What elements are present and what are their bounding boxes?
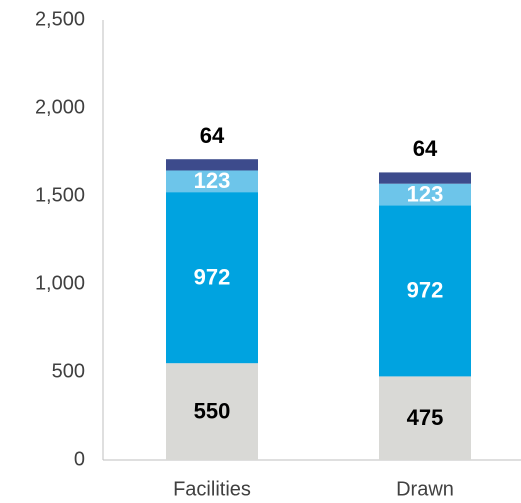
data-label: 64 xyxy=(413,136,438,161)
bar-segment xyxy=(166,159,258,171)
data-label: 64 xyxy=(200,123,225,148)
y-tick-label: 0 xyxy=(74,448,85,470)
data-label: 972 xyxy=(194,264,231,289)
y-tick-label: 1,500 xyxy=(35,184,85,206)
bar-segment xyxy=(379,205,471,377)
y-tick-label: 2,500 xyxy=(35,8,85,30)
bar-segment xyxy=(379,172,471,184)
bar-segment xyxy=(166,363,258,460)
x-tick-label: Drawn xyxy=(396,478,454,500)
data-label: 972 xyxy=(407,278,444,303)
data-label: 123 xyxy=(194,168,231,193)
y-tick-label: 500 xyxy=(52,360,85,382)
y-tick-label: 1,000 xyxy=(35,272,85,294)
data-label: 475 xyxy=(407,405,444,430)
bar-segment xyxy=(379,376,471,460)
data-label: 550 xyxy=(194,398,231,423)
data-label: 123 xyxy=(407,181,444,206)
x-tick-label: Facilities xyxy=(173,478,251,500)
bar-segment xyxy=(166,170,258,193)
bar-segment xyxy=(379,183,471,206)
bar-segment xyxy=(166,192,258,364)
y-tick-label: 2,000 xyxy=(35,96,85,118)
